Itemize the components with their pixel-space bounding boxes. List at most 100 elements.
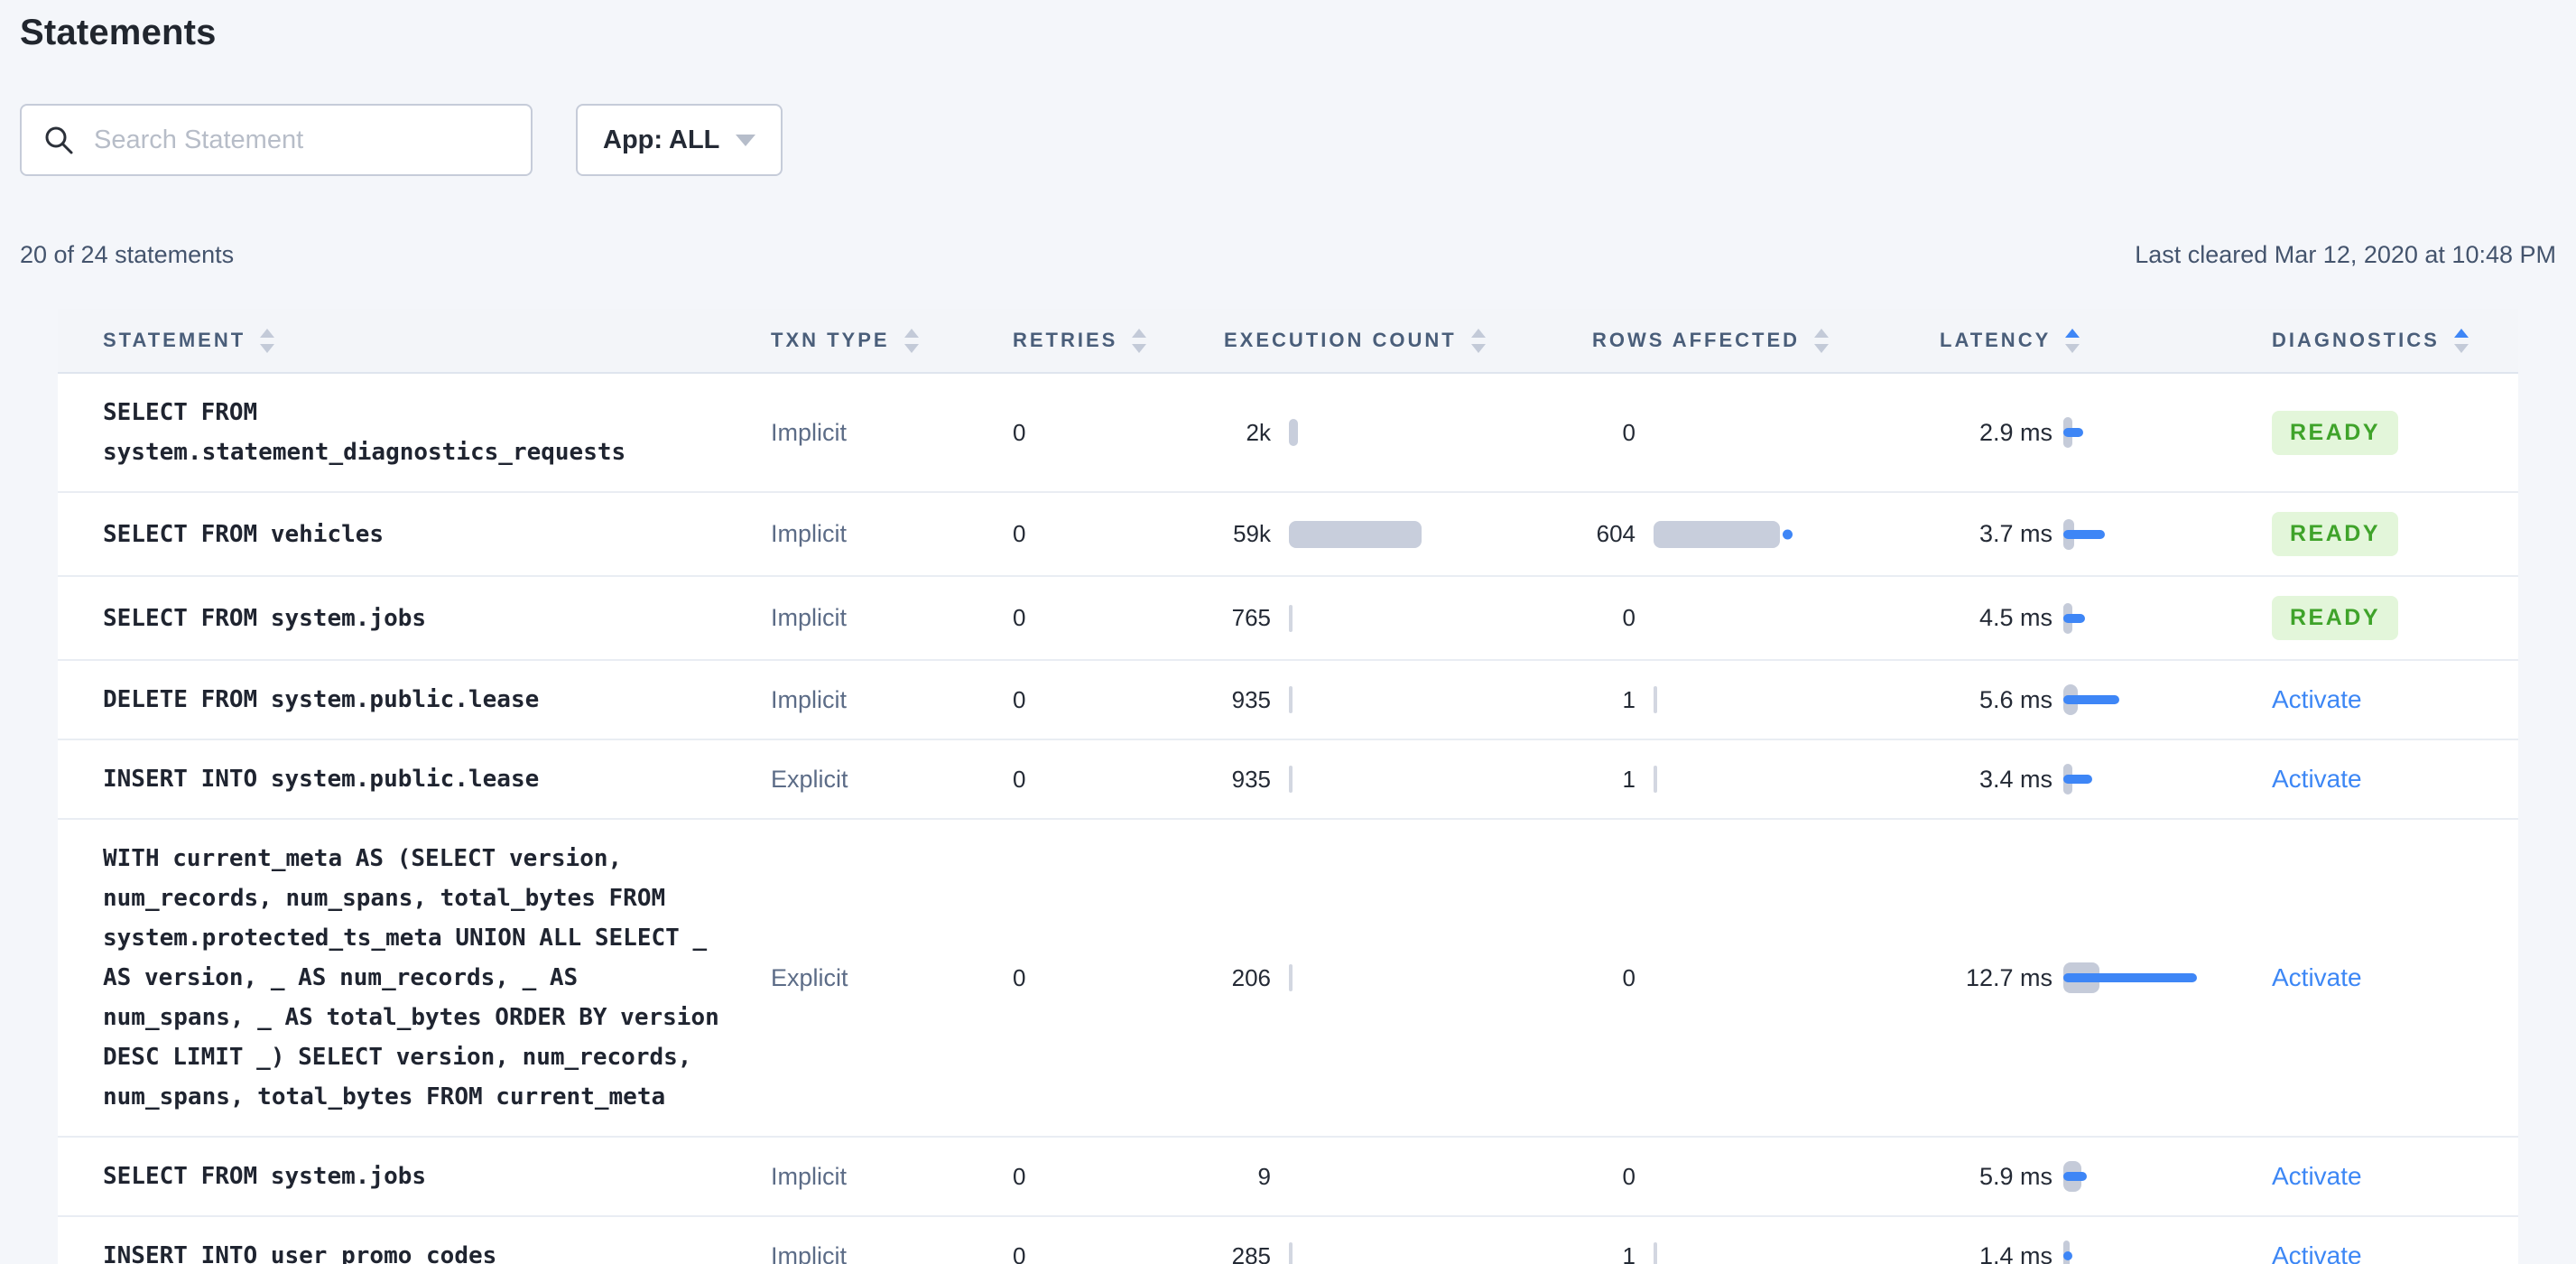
column-header[interactable]: ROWS AFFECTED	[1592, 328, 1940, 353]
column-header[interactable]: STATEMENT	[103, 328, 771, 353]
statement-text[interactable]: SELECT FROM vehicles	[103, 520, 385, 548]
rows-affected-bar-area	[1654, 958, 1940, 998]
latency-cell: 12.7 ms	[1940, 958, 2272, 998]
statement-text[interactable]: SELECT FROM system.jobs	[103, 604, 427, 632]
statement-text[interactable]: SELECT FROM system.jobs	[103, 1163, 427, 1190]
column-header-label: ROWS AFFECTED	[1592, 329, 1801, 351]
sort-arrows-icon	[1470, 328, 1486, 353]
latency-value: 5.6 ms	[1978, 685, 2052, 713]
execution-count-bar	[1289, 604, 1293, 632]
execution-count-cell: 2k	[1224, 413, 1592, 452]
execution-count-bar-area	[1289, 599, 1592, 638]
sort-arrows-icon	[903, 328, 919, 353]
execution-count-value: 935	[1231, 685, 1271, 713]
execution-count-bar	[1289, 419, 1298, 446]
diagnostics-cell: Activate	[2272, 765, 2473, 794]
latency-cell: 4.5 ms	[1940, 599, 2272, 638]
latency-mean-bar	[2063, 1172, 2087, 1181]
rows-affected-bar	[1654, 1242, 1657, 1264]
diagnostics-activate-link[interactable]: Activate	[2272, 1162, 2362, 1190]
txn-type: Explicit	[771, 963, 848, 991]
rows-affected-bar-area	[1654, 680, 1940, 720]
rows-affected-cell: 0	[1592, 1157, 1940, 1196]
statements-table: STATEMENT TXN TYPE RETRIES EXECUTION COU…	[58, 309, 2518, 1264]
rows-affected-bar-area	[1654, 759, 1940, 799]
table-row: SELECT FROM system.statement_diagnostics…	[58, 374, 2518, 493]
latency-value: 2.9 ms	[1978, 418, 2052, 446]
rows-affected-value: 604	[1596, 520, 1635, 547]
latency-cell: 2.9 ms	[1940, 413, 2272, 452]
latency-bar-area	[2063, 759, 2272, 799]
sort-arrows-icon	[1814, 328, 1830, 353]
statement-text[interactable]: SELECT FROM system.statement_diagnostics…	[103, 399, 626, 466]
execution-count-cell: 59k	[1224, 515, 1592, 554]
sort-asc-icon	[260, 328, 275, 338]
sort-asc-icon	[2453, 328, 2469, 338]
latency-cell: 3.4 ms	[1940, 759, 2272, 799]
txn-type: Implicit	[771, 604, 848, 631]
chevron-down-icon	[736, 134, 756, 146]
diagnostics-activate-link[interactable]: Activate	[2272, 685, 2362, 713]
execution-count-bar	[1289, 1242, 1293, 1264]
execution-count-cell: 285	[1224, 1236, 1592, 1264]
diagnostics-cell: Activate	[2272, 685, 2473, 714]
column-header-label: STATEMENT	[103, 329, 246, 351]
execution-count-bar	[1289, 520, 1422, 548]
rows-affected-bar-area	[1654, 1157, 1940, 1196]
diagnostics-cell: READY	[2272, 512, 2473, 556]
search-box[interactable]	[20, 104, 533, 176]
rows-affected-bar	[1654, 766, 1657, 793]
sort-arrows-icon	[1132, 328, 1147, 353]
execution-count-bar-area	[1289, 759, 1592, 799]
sort-desc-icon	[1132, 343, 1147, 353]
column-header[interactable]: TXN TYPE	[771, 328, 1013, 353]
latency-bar-area	[2063, 958, 2272, 998]
execution-count-value: 9	[1257, 1162, 1271, 1190]
rows-affected-value: 1	[1622, 765, 1635, 793]
column-header[interactable]: RETRIES	[1013, 328, 1224, 353]
table-body: SELECT FROM system.statement_diagnostics…	[58, 374, 2518, 1264]
diagnostics-activate-link[interactable]: Activate	[2272, 963, 2362, 991]
execution-count-cell: 765	[1224, 599, 1592, 638]
sort-desc-icon	[2453, 343, 2469, 353]
statement-text[interactable]: WITH current_meta AS (SELECT version, nu…	[103, 845, 719, 1111]
app-filter-label: App: ALL	[603, 125, 720, 154]
retries-value: 0	[1013, 1162, 1026, 1190]
column-header[interactable]: LATENCY	[1940, 328, 2272, 353]
diagnostics-ready-badge: READY	[2272, 512, 2399, 556]
rows-affected-cell: 604	[1592, 515, 1940, 554]
diagnostics-ready-badge: READY	[2272, 596, 2399, 640]
column-header[interactable]: EXECUTION COUNT	[1224, 328, 1592, 353]
statement-text[interactable]: DELETE FROM system.public.lease	[103, 686, 540, 713]
statement-text[interactable]: INSERT INTO system.public.lease	[103, 766, 540, 793]
statement-text[interactable]: INSERT INTO user_promo_codes	[103, 1242, 497, 1264]
column-header-label: DIAGNOSTICS	[2272, 329, 2440, 351]
sort-arrows-icon	[2065, 328, 2080, 353]
rows-affected-bar-area	[1654, 1236, 1940, 1264]
txn-type: Implicit	[771, 520, 848, 547]
rows-affected-mean-dot	[1783, 529, 1793, 539]
execution-count-value: 765	[1231, 604, 1271, 631]
sort-desc-icon	[903, 343, 919, 353]
execution-count-value: 206	[1231, 963, 1271, 991]
execution-count-bar	[1289, 686, 1293, 713]
execution-count-cell: 9	[1224, 1157, 1592, 1196]
column-header[interactable]: DIAGNOSTICS	[2272, 328, 2473, 353]
execution-count-cell: 935	[1224, 759, 1592, 799]
retries-value: 0	[1013, 418, 1026, 446]
latency-bar-area	[2063, 1157, 2272, 1196]
latency-bar-area	[2063, 515, 2272, 554]
latency-mean-bar	[2063, 1251, 2072, 1260]
app-filter-dropdown[interactable]: App: ALL	[576, 104, 783, 176]
latency-cell: 1.4 ms	[1940, 1236, 2272, 1264]
txn-type: Implicit	[771, 1162, 848, 1190]
diagnostics-activate-link[interactable]: Activate	[2272, 1241, 2362, 1264]
diagnostics-cell: Activate	[2272, 1162, 2473, 1191]
diagnostics-cell: Activate	[2272, 963, 2473, 992]
search-input[interactable]	[94, 125, 509, 155]
diagnostics-activate-link[interactable]: Activate	[2272, 765, 2362, 793]
latency-mean-bar	[2063, 529, 2105, 539]
column-header-label: EXECUTION COUNT	[1224, 329, 1457, 351]
execution-count-value: 59k	[1233, 520, 1271, 547]
